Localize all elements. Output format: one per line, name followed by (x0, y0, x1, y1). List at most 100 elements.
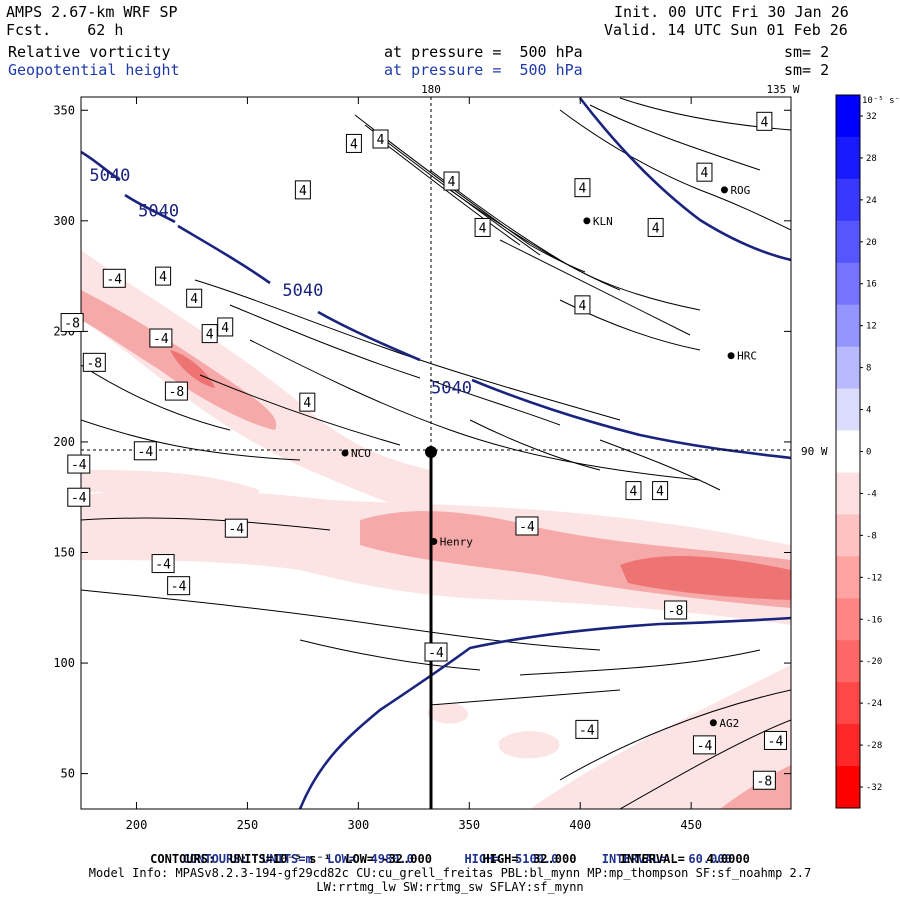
vorticity-label-11: 4 (186, 288, 203, 308)
colorbar-label-12: -16 (866, 615, 882, 625)
colorbar-swatch-10 (836, 514, 860, 557)
vorticity-label-24: -4 (167, 576, 191, 596)
station-ag2: AG2 (709, 717, 739, 730)
svg-text:-4: -4 (71, 491, 87, 506)
vorticity-label-21: -4 (67, 487, 91, 507)
vorticity-label-2: 4 (294, 180, 311, 200)
colorbar-swatch-13 (836, 640, 860, 683)
height-contours (81, 97, 791, 809)
height-contour-info: CONTOURS: UNITS=m LOW= 4980.0 HIGH= 5100… (0, 838, 900, 866)
colorbar-swatch-6 (836, 346, 860, 390)
vorticity-label-34: -8 (752, 770, 776, 790)
vorticity-contours (81, 97, 791, 809)
colorbar-swatch-3 (836, 220, 860, 264)
vorticity-label-19: -4 (133, 441, 157, 461)
colorbar-label-3: 20 (866, 238, 877, 248)
vorticity-label-29: -4 (763, 730, 787, 750)
meridian-label-2: 90 W (801, 445, 828, 458)
x-tick-label-350: 350 (458, 818, 480, 832)
svg-text:4: 4 (299, 184, 307, 199)
svg-text:-4: -4 (428, 646, 444, 661)
shading-layer (81, 97, 791, 809)
svg-text:-4: -4 (155, 558, 171, 573)
vorticity-label-12: 4 (201, 324, 218, 344)
vorticity-label-5: 4 (574, 178, 591, 198)
vorticity-label-22: -4 (224, 518, 248, 538)
vorticity-label-27: -4 (575, 719, 599, 739)
svg-text:ROG: ROG (730, 184, 750, 197)
y-tick-label-150: 150 (53, 546, 75, 560)
model-title: AMPS 2.67-km WRF SP (6, 3, 178, 21)
pale-blob-south (498, 731, 560, 759)
vorticity-label-20: -4 (67, 454, 91, 474)
colorbar-label-14: -24 (866, 699, 882, 709)
vorticity-label-15: 4 (625, 481, 642, 501)
colorbar-unit: 10⁻⁵ s⁻¹ (862, 96, 900, 106)
y-tick-label-200: 200 (53, 435, 75, 449)
vorticity-label-8: 4 (756, 111, 773, 131)
colorbar-label-10: -8 (866, 531, 877, 541)
station-hrc: HRC (727, 350, 757, 363)
svg-text:4: 4 (760, 115, 768, 130)
svg-text:-4: -4 (579, 723, 595, 738)
svg-text:4: 4 (221, 321, 229, 336)
colorbar-label-5: 12 (866, 322, 877, 332)
vorticity-label-1: 4 (372, 129, 389, 149)
colorbar-label-9: -4 (866, 489, 877, 499)
x-tick-label-450: 450 (680, 818, 702, 832)
svg-text:4: 4 (206, 328, 214, 343)
stations: ROG KLN HRC NCO Henry AG2 (341, 184, 757, 730)
vorticity-label-4: 4 (474, 217, 491, 237)
svg-text:4: 4 (303, 396, 311, 411)
svg-text:4: 4 (652, 221, 660, 236)
vorticity-label-16: 4 (652, 481, 669, 501)
colorbar-swatch-2 (836, 178, 860, 222)
colorbar-label-7: 4 (866, 406, 871, 416)
y-tick-label-350: 350 (53, 103, 75, 117)
vorticity-label-9: 4 (574, 295, 591, 315)
colorbar-label-13: -20 (866, 657, 882, 667)
colorbar-label-6: 8 (866, 364, 871, 374)
axes: 20025030035040045050100150200250300350 (53, 97, 791, 832)
deep-core-east (620, 555, 791, 600)
vorticity-label-14: 4 (299, 392, 316, 412)
svg-text:-4: -4 (768, 734, 784, 749)
colorbar-swatch-5 (836, 304, 860, 348)
svg-text:-4: -4 (228, 522, 244, 537)
svg-text:-4: -4 (106, 272, 122, 287)
vorticity-label-26: -4 (424, 642, 448, 662)
height-label-1: 5040 (138, 201, 179, 221)
vorticity-label-7: 4 (696, 162, 713, 182)
vorticity-label-25: -4 (515, 516, 539, 536)
colorbar-swatch-4 (836, 262, 860, 306)
colorbar-swatch-8 (836, 430, 860, 473)
svg-text:-8: -8 (86, 356, 102, 371)
svg-text:HRC: HRC (737, 350, 757, 363)
meridian-label-1: 135 W (766, 83, 799, 96)
field2-smoothing: sm= 2 (784, 61, 830, 79)
deep-core-west (170, 350, 215, 388)
vorticity-label-23: -4 (151, 554, 175, 574)
vorticity-label-31: -8 (82, 352, 106, 372)
svg-text:4: 4 (630, 485, 638, 500)
colorbar-swatch-16 (836, 766, 860, 809)
colorbar-label-16: -32 (866, 783, 882, 793)
station-kln: KLN (583, 215, 613, 228)
svg-text:-4: -4 (171, 580, 187, 595)
vorticity-label-18: -4 (149, 328, 173, 348)
vorticity-label-32: -8 (164, 381, 188, 401)
colorbar-label-8: 0 (866, 448, 871, 458)
svg-text:Henry: Henry (440, 535, 473, 548)
x-tick-label-300: 300 (348, 818, 370, 832)
colorbar-label-1: 28 (866, 154, 877, 164)
svg-text:-4: -4 (153, 332, 169, 347)
height-label-0: 5040 (89, 166, 130, 186)
svg-text:AG2: AG2 (719, 717, 739, 730)
svg-text:-8: -8 (668, 604, 684, 619)
colorbar-label-11: -12 (866, 573, 882, 583)
x-tick-label-200: 200 (126, 818, 148, 832)
svg-text:-8: -8 (64, 317, 80, 332)
model-info-radiation: LW:rrtmg_lw SW:rrtmg_sw SFLAY:sf_mynn (316, 880, 584, 894)
svg-text:-8: -8 (757, 774, 773, 789)
x-tick-label-400: 400 (569, 818, 591, 832)
